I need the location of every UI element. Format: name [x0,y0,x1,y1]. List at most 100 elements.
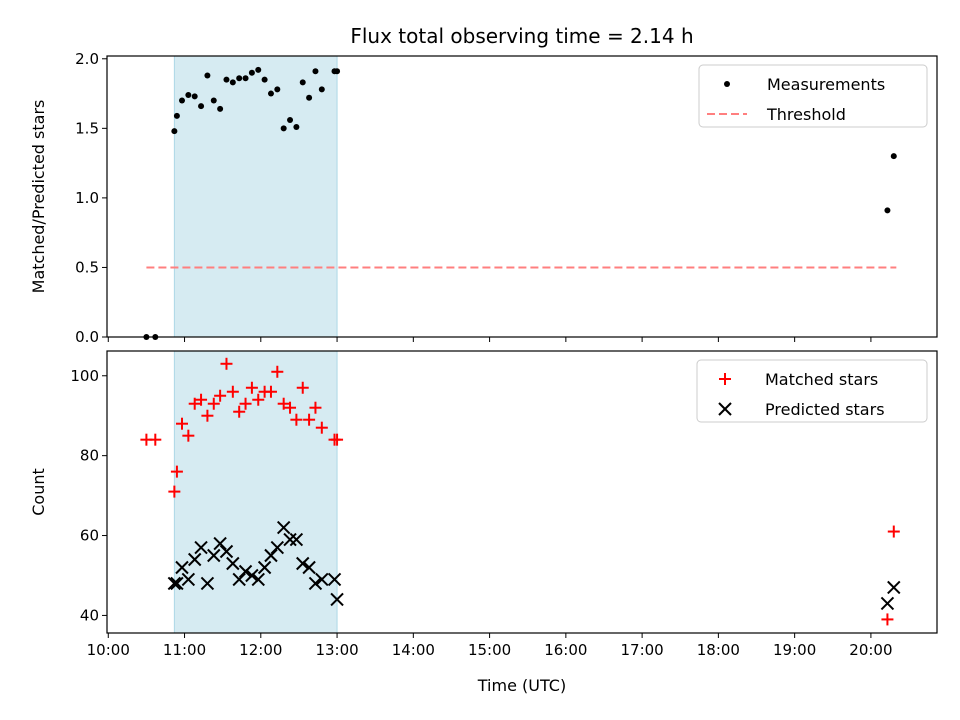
matched-stars-point [303,413,316,426]
x-tick-label: 14:00 [392,641,435,659]
measurement-point [248,69,255,76]
series-measurements [143,66,897,340]
predicted-stars-point [226,556,240,571]
predicted-stars-point [213,536,227,551]
measurement-point [255,66,262,73]
predicted-stars-point [181,572,196,587]
measurement-point [312,68,319,75]
legend-marker-measurements [724,81,730,87]
predicted-stars-point [289,532,304,547]
predicted-stars-point [880,596,895,611]
y-tick-label: 80 [80,447,99,465]
y-tick-label: 60 [80,527,99,545]
predicted-stars-point [170,576,184,591]
plot-frame [106,350,938,634]
x-tick-label: 10:00 [87,641,130,659]
measurement-point [884,207,891,214]
x-tick-label: 15:00 [468,641,511,659]
measurement-point [299,79,306,86]
measurement-point [223,76,230,83]
predicted-stars-point [887,580,901,595]
measurement-point [198,103,205,110]
legend-box [698,64,928,128]
legend-marker-matched [719,373,731,385]
x-tick-label: 13:00 [315,641,358,659]
y-axis-label: Count [29,468,48,516]
measurement-point [191,93,198,100]
matched-stars-point [881,613,894,626]
legend-box [696,359,928,423]
matched-stars-point [277,397,290,410]
matched-stars-point [170,465,183,478]
x-tick-label: 11:00 [163,641,206,659]
matched-stars-point [290,413,303,426]
predicted-stars-point [330,592,344,607]
measurement-point [204,72,211,79]
measurement-point [267,90,274,97]
predicted-stars-point [296,556,310,571]
x-tick-label: 20:00 [849,641,892,659]
matched-stars-point [233,405,246,418]
predicted-stars-point [264,548,278,563]
matched-stars-point [331,433,344,446]
measurement-point [217,105,224,112]
matched-stars-point [214,389,227,402]
measurement-point [210,97,217,104]
y-tick-label: 0.5 [75,258,99,276]
legend-label: Matched stars [765,370,878,389]
matched-stars-point [175,417,188,430]
measurement-point [173,112,180,119]
legend-label: Measurements [767,75,885,94]
matched-stars-point [188,397,201,410]
legend-label: Predicted stars [765,400,885,419]
y-tick-label: 1.0 [75,189,99,207]
y-axis-label: Matched/Predicted stars [29,100,48,294]
predicted-stars-point [245,568,259,583]
matched-stars-point [245,381,258,394]
matched-stars-point [182,429,195,442]
measurement-point [178,97,185,104]
legend-1: Measurements Threshold [698,64,928,128]
matched-stars-point [220,357,233,370]
measurement-point [274,86,281,93]
predicted-stars-point [251,572,265,587]
predicted-stars-point [270,540,285,555]
matched-stars-point [207,397,220,410]
chart-title: Flux total observing time = 2.14 h [350,24,693,48]
measurement-point [890,153,897,160]
measurement-point [334,68,341,75]
measurement-point [293,123,300,130]
measurement-point [229,79,236,86]
y-tick-label: 2.0 [75,50,99,68]
predicted-stars-point [232,572,246,587]
y-tick-label: 100 [70,367,99,385]
predicted-stars-point [238,564,253,579]
measurement-point [171,128,178,135]
x-tick-label: 18:00 [697,641,740,659]
matched-stars-point [296,381,309,394]
panel-1: 0.0 0.5 1.0 1.5 2.0 Matched/Predicted stars Me… [29,50,938,346]
matched-stars-point [201,409,214,422]
y-tick-label: 40 [80,606,99,624]
measurement-point [280,125,287,132]
predicted-stars-point [257,560,272,575]
predicted-stars-point [175,560,189,575]
matched-stars-point [315,421,328,434]
predicted-stars-point [283,532,297,547]
matched-stars-point [284,401,297,414]
measurement-point [236,75,243,82]
measurement-point [261,76,268,83]
matched-stars-point [239,397,252,410]
matched-stars-point [195,393,208,406]
predicted-stars-point [308,576,323,591]
x-tick-label: 16:00 [544,641,587,659]
legend-2: Matched stars Predicted stars [696,359,928,423]
series-matched-stars [140,357,900,626]
matched-stars-point [168,485,181,498]
predicted-stars-point [219,544,234,559]
panel-2: 40 60 80 100 10:00 11:00 12:00 13:00 14:00 15:00 1… [29,350,938,659]
predicted-stars-point [302,560,316,575]
measurement-point [242,75,249,82]
matched-stars-point [887,525,900,538]
measurement-point [185,91,192,98]
